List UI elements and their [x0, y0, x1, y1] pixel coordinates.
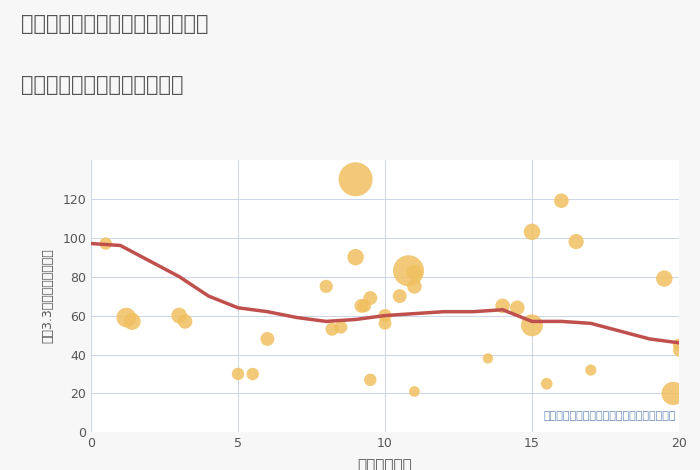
Point	[512, 304, 523, 312]
Point	[365, 294, 376, 302]
Point	[321, 282, 332, 290]
Point	[394, 292, 405, 300]
Point	[673, 341, 685, 349]
Point	[262, 335, 273, 343]
Point	[247, 370, 258, 378]
Text: 岐阜県揖斐郡揖斐川町谷汲深坂の: 岐阜県揖斐郡揖斐川町谷汲深坂の	[21, 14, 209, 34]
Point	[379, 312, 391, 319]
Point	[526, 321, 538, 329]
Point	[356, 302, 367, 310]
Point	[232, 370, 244, 378]
Point	[365, 376, 376, 384]
Y-axis label: 坪（3.3㎡）単価（万円）: 坪（3.3㎡）単価（万円）	[41, 249, 54, 344]
Point	[409, 282, 420, 290]
Point	[570, 238, 582, 245]
Text: 円の大きさは、取引のあった物件面積を示す: 円の大きさは、取引のあった物件面積を示す	[544, 412, 676, 422]
Point	[100, 240, 111, 247]
Point	[120, 314, 132, 321]
Point	[379, 320, 391, 327]
Point	[409, 269, 420, 276]
Point	[497, 302, 508, 310]
Point	[326, 325, 337, 333]
Point	[585, 366, 596, 374]
Point	[668, 390, 679, 397]
Point	[179, 318, 190, 325]
Point	[174, 312, 185, 319]
Point	[673, 347, 685, 354]
Point	[350, 253, 361, 261]
Point	[127, 318, 138, 325]
Point	[659, 275, 670, 282]
X-axis label: 駅距離（分）: 駅距離（分）	[358, 459, 412, 470]
Point	[359, 302, 370, 310]
Point	[409, 388, 420, 395]
Point	[403, 267, 414, 274]
Point	[541, 380, 552, 387]
Point	[526, 228, 538, 235]
Point	[482, 355, 493, 362]
Text: 駅距離別中古マンション価格: 駅距離別中古マンション価格	[21, 75, 183, 95]
Point	[350, 175, 361, 183]
Point	[556, 197, 567, 204]
Point	[335, 323, 346, 331]
